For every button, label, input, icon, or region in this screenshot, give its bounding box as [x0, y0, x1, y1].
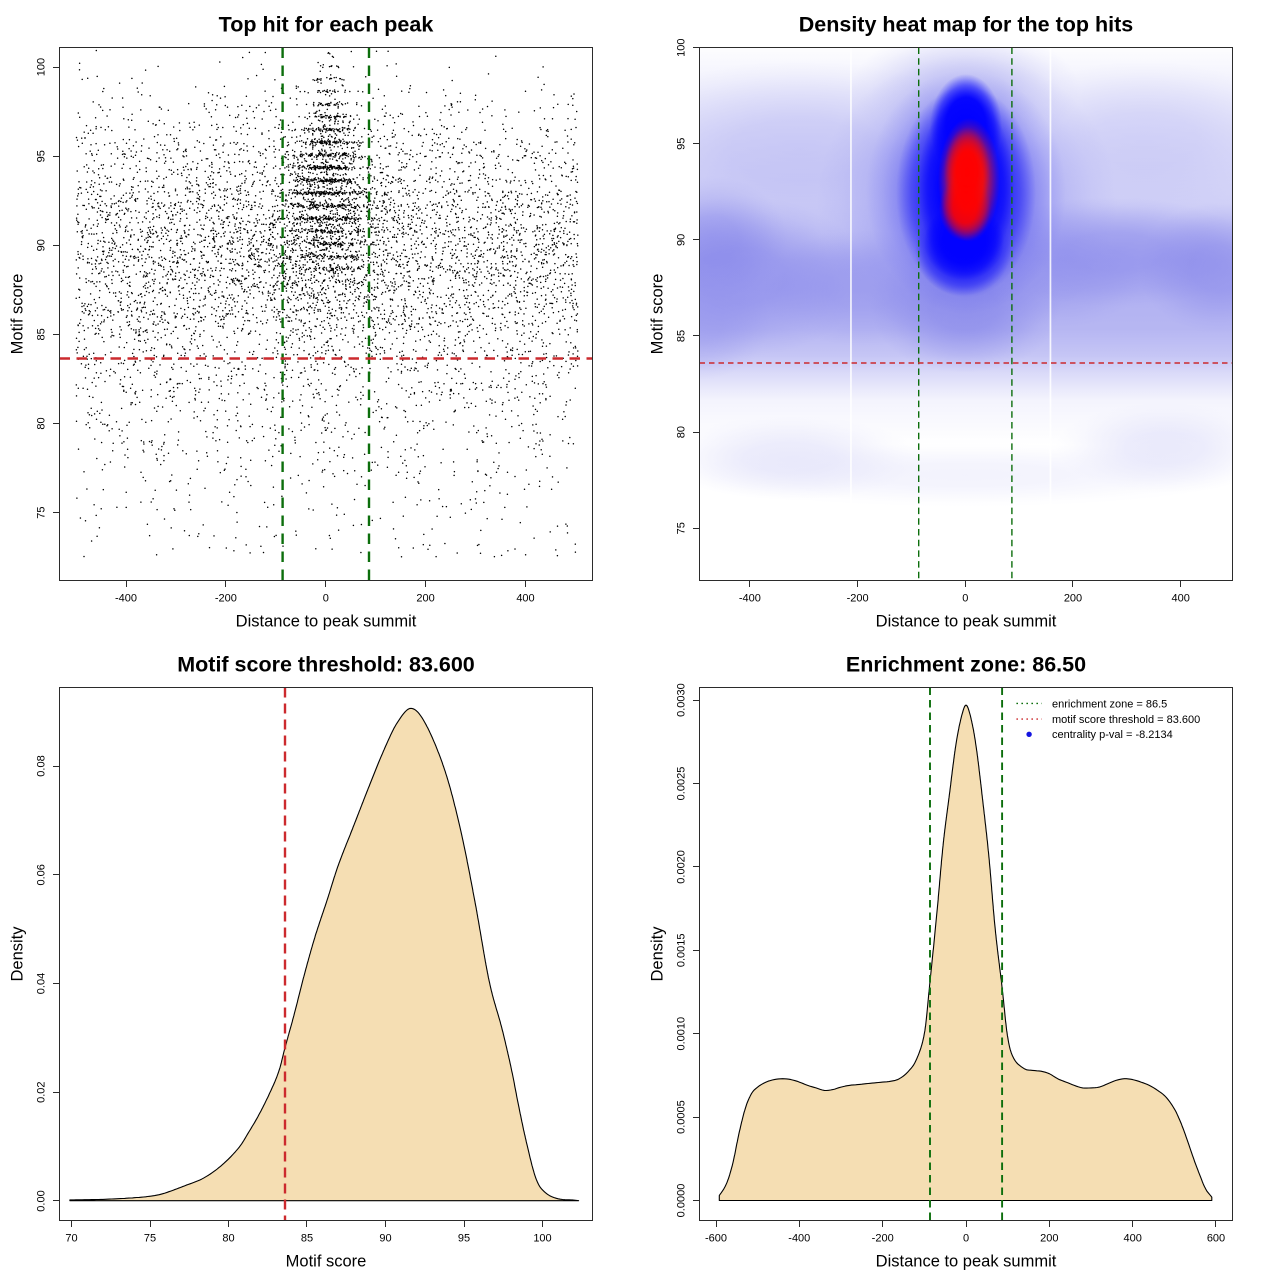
svg-text:90: 90: [676, 234, 688, 246]
svg-text:200: 200: [1040, 1233, 1058, 1245]
svg-text:0.0020: 0.0020: [676, 850, 688, 884]
svg-text:100: 100: [533, 1233, 551, 1245]
svg-text:0.0005: 0.0005: [676, 1100, 688, 1134]
svg-text:0.0025: 0.0025: [676, 767, 688, 801]
svg-text:95: 95: [676, 138, 688, 150]
svg-text:0.02: 0.02: [36, 1081, 48, 1102]
svg-text:Distance to peak summit: Distance to peak summit: [876, 1253, 1057, 1271]
svg-text:600: 600: [1207, 1233, 1225, 1245]
svg-text:0.00: 0.00: [36, 1190, 48, 1211]
svg-text:-400: -400: [788, 1233, 810, 1245]
svg-text:400: 400: [516, 593, 534, 605]
svg-text:0.0015: 0.0015: [676, 933, 688, 967]
svg-text:0: 0: [962, 593, 968, 605]
svg-text:enrichment zone = 86.5: enrichment zone = 86.5: [1052, 698, 1167, 710]
svg-text:0.0030: 0.0030: [676, 683, 688, 717]
svg-text:-400: -400: [739, 593, 761, 605]
svg-text:motif score threshold = 83.600: motif score threshold = 83.600: [1052, 714, 1200, 726]
svg-text:Motif score: Motif score: [9, 274, 27, 355]
svg-text:80: 80: [222, 1233, 234, 1245]
svg-text:75: 75: [144, 1233, 156, 1245]
svg-text:400: 400: [1172, 593, 1190, 605]
svg-text:Enrichment zone: 86.50: Enrichment zone: 86.50: [846, 653, 1086, 677]
svg-text:Motif score: Motif score: [286, 1253, 367, 1271]
svg-text:75: 75: [676, 522, 688, 534]
svg-text:Density: Density: [9, 926, 27, 982]
svg-text:Top hit for each peak: Top hit for each peak: [219, 13, 434, 37]
svg-text:95: 95: [36, 150, 48, 162]
svg-text:Density: Density: [649, 926, 667, 982]
svg-text:85: 85: [301, 1233, 313, 1245]
svg-text:90: 90: [36, 239, 48, 251]
svg-text:0.06: 0.06: [36, 864, 48, 885]
svg-text:200: 200: [1064, 593, 1082, 605]
svg-text:Motif score threshold: 83.600: Motif score threshold: 83.600: [177, 653, 475, 677]
svg-text:100: 100: [36, 58, 48, 76]
svg-text:0.0000: 0.0000: [676, 1184, 688, 1218]
svg-text:-200: -200: [215, 593, 237, 605]
svg-text:0.08: 0.08: [36, 755, 48, 776]
svg-text:80: 80: [676, 426, 688, 438]
svg-text:-200: -200: [847, 593, 869, 605]
svg-text:85: 85: [676, 330, 688, 342]
svg-text:0: 0: [963, 1233, 969, 1245]
svg-text:90: 90: [379, 1233, 391, 1245]
svg-text:100: 100: [676, 39, 688, 57]
svg-text:0.0010: 0.0010: [676, 1017, 688, 1051]
svg-text:centrality p-val = -8.2134: centrality p-val = -8.2134: [1052, 729, 1173, 741]
svg-text:80: 80: [36, 417, 48, 429]
svg-text:400: 400: [1124, 1233, 1142, 1245]
svg-text:200: 200: [416, 593, 434, 605]
svg-text:0.04: 0.04: [36, 973, 48, 994]
svg-text:-600: -600: [705, 1233, 727, 1245]
svg-text:70: 70: [65, 1233, 77, 1245]
svg-text:0: 0: [323, 593, 329, 605]
svg-text:-400: -400: [115, 593, 137, 605]
svg-text:Distance to peak summit: Distance to peak summit: [876, 613, 1057, 631]
svg-text:95: 95: [458, 1233, 470, 1245]
svg-text:Density heat map for the top h: Density heat map for the top hits: [799, 13, 1134, 37]
svg-text:85: 85: [36, 328, 48, 340]
svg-text:Distance to peak summit: Distance to peak summit: [236, 613, 417, 631]
svg-text:Motif score: Motif score: [649, 274, 667, 355]
svg-text:-200: -200: [872, 1233, 894, 1245]
svg-text:75: 75: [36, 506, 48, 518]
